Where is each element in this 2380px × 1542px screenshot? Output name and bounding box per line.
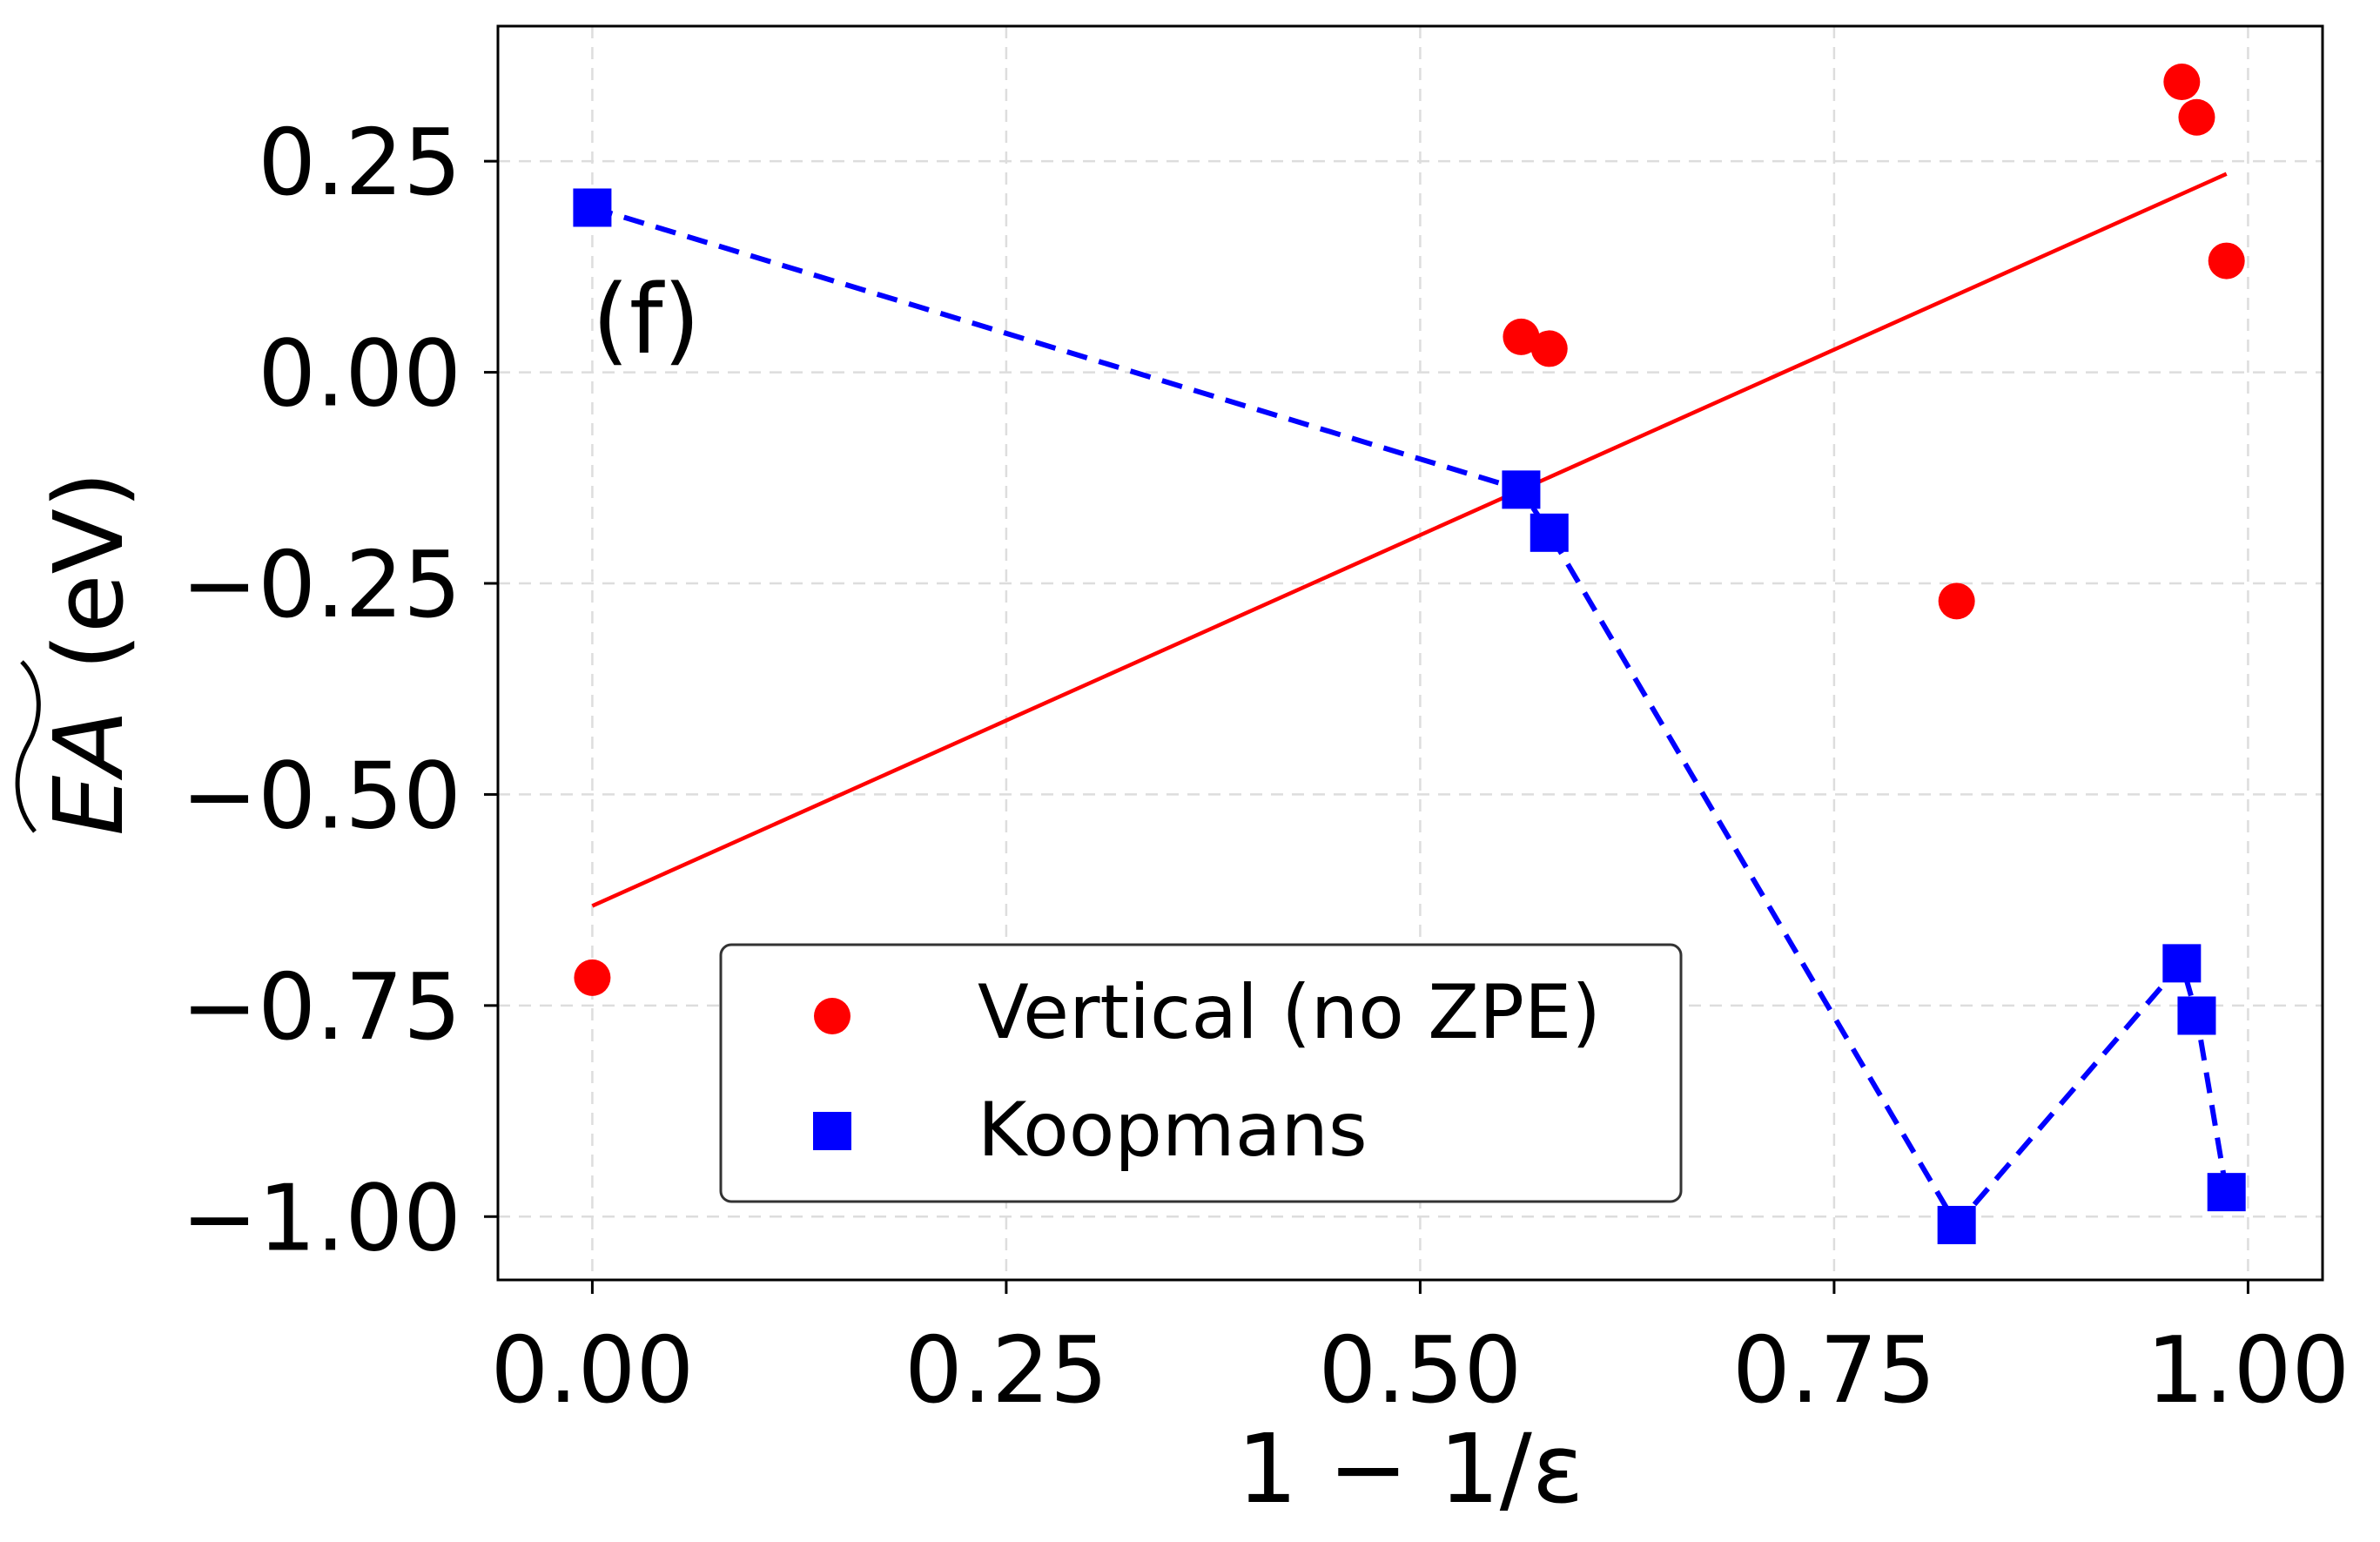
koopmans-point xyxy=(1530,513,1569,552)
y-axis-label: EA (eV) xyxy=(15,471,145,836)
y-tick-label: −0.25 xyxy=(181,532,461,638)
koopmans-point xyxy=(573,188,612,227)
koopmans-point xyxy=(1502,470,1541,509)
vertical-point xyxy=(574,959,611,996)
koopmans-point xyxy=(1937,1205,1976,1244)
vertical-point xyxy=(1503,318,1540,355)
y-tick-label: −0.50 xyxy=(181,743,461,849)
x-axis-label: 1 − 1/ε xyxy=(1237,1413,1584,1525)
vertical-point xyxy=(2208,242,2245,279)
y-tick-label: 0.00 xyxy=(258,321,461,428)
legend-label-vertical: Vertical (no ZPE) xyxy=(978,969,1601,1056)
vertical-point xyxy=(2178,98,2215,136)
y-tick-label: −1.00 xyxy=(181,1165,461,1271)
y-axis-label-unit: (eV) xyxy=(33,471,145,670)
y-tick-label: 0.25 xyxy=(258,110,461,216)
legend-marker-koopmans xyxy=(813,1112,851,1150)
y-tick-label: −0.75 xyxy=(181,954,461,1061)
legend: Vertical (no ZPE) Koopmans xyxy=(719,943,1683,1203)
data-layer xyxy=(573,64,2246,1244)
y-axis-label-tilde xyxy=(15,660,41,833)
legend-marker-vertical xyxy=(814,998,850,1034)
plot-frame xyxy=(496,24,2324,1282)
koopmans-point xyxy=(2207,1173,2246,1212)
vertical-point xyxy=(1938,582,1975,620)
fit-line xyxy=(591,172,2228,908)
vertical-point xyxy=(2163,64,2201,100)
koopmans-point xyxy=(2162,944,2202,983)
panel-label: (f) xyxy=(592,264,701,375)
legend-box xyxy=(719,943,1683,1203)
x-tick-label: 1.00 xyxy=(2147,1317,2350,1424)
legend-label-koopmans: Koopmans xyxy=(978,1087,1368,1174)
y-axis-label-main: EA xyxy=(33,710,145,836)
koopmans-point xyxy=(2177,996,2216,1035)
x-tick-label: 0.50 xyxy=(1319,1317,1523,1424)
tick-layer: 0.00 0.25 0.50 0.75 1.00 0.25 0.00 −0.25 −0.50 −0… xyxy=(181,110,2350,1424)
vertical-point xyxy=(1530,330,1568,367)
x-tick-label: 0.25 xyxy=(904,1317,1108,1424)
x-tick-label: 0.75 xyxy=(1732,1317,1936,1424)
x-tick-label: 0.00 xyxy=(491,1317,695,1424)
